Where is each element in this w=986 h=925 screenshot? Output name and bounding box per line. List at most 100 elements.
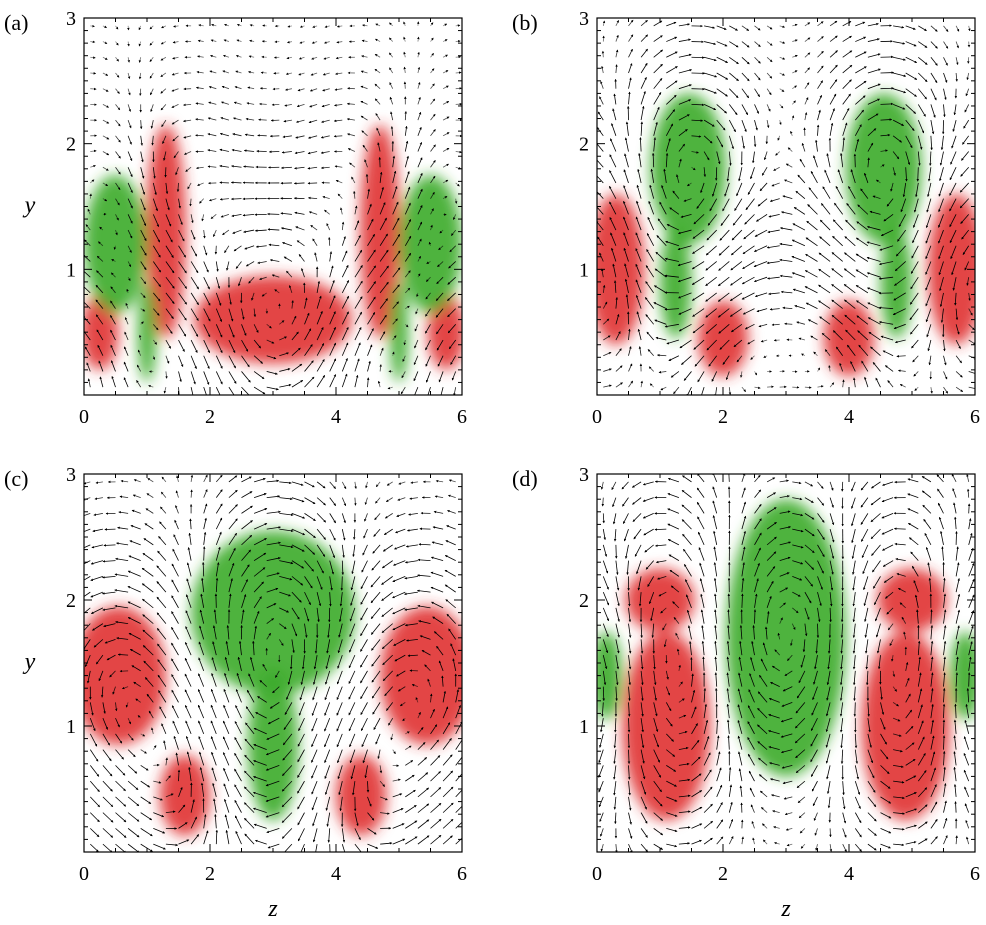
velocity-vector [267, 843, 280, 849]
velocity-vector [694, 355, 705, 367]
velocity-vector [201, 214, 205, 222]
velocity-vector [816, 623, 820, 639]
velocity-vector [953, 766, 957, 782]
velocity-vector [210, 39, 217, 42]
velocity-vector [377, 749, 381, 760]
velocity-vector [817, 513, 825, 523]
velocity-vector [635, 216, 642, 231]
velocity-vector [909, 308, 919, 321]
velocity-vector [754, 88, 760, 98]
velocity-vector [953, 783, 957, 797]
velocity-vector [783, 796, 793, 800]
velocity-vector [430, 803, 442, 813]
velocity-vector [286, 270, 293, 278]
velocity-vector [140, 796, 152, 805]
velocity-vector [215, 277, 221, 289]
velocity-vector [245, 117, 255, 121]
plot-area [597, 19, 975, 395]
velocity-vector [297, 796, 305, 810]
velocity-vector [389, 52, 394, 58]
velocity-vector [185, 720, 192, 735]
velocity-vector [314, 252, 318, 262]
velocity-vector [624, 137, 629, 152]
velocity-vector [329, 844, 331, 852]
velocity-vector [203, 387, 207, 395]
velocity-vector [717, 292, 730, 302]
velocity-vector [190, 245, 198, 257]
velocity-vector [943, 640, 947, 656]
velocity-vector [404, 140, 409, 152]
velocity-vector [228, 355, 236, 369]
velocity-vector [266, 827, 280, 834]
velocity-vector [236, 39, 242, 42]
velocity-vector [909, 292, 919, 305]
velocity-vector [930, 57, 938, 66]
velocity-vector [756, 214, 768, 222]
velocity-vector [610, 138, 617, 152]
velocity-vector [628, 812, 632, 825]
velocity-vector [124, 331, 129, 341]
velocity-vector [282, 135, 292, 139]
velocity-vector [845, 329, 856, 341]
velocity-vector [379, 171, 383, 183]
velocity-vector [92, 528, 103, 533]
velocity-vector [640, 48, 648, 58]
velocity-vector [624, 263, 629, 278]
velocity-vector [754, 371, 758, 376]
velocity-vector [623, 200, 629, 215]
velocity-vector [367, 249, 376, 262]
velocity-vector [354, 205, 358, 215]
velocity-vector [855, 80, 867, 90]
velocity-vector [613, 765, 617, 780]
velocity-vector [311, 702, 318, 716]
velocity-vector [396, 512, 406, 517]
velocity-vector [961, 151, 970, 161]
velocity-vector [602, 544, 608, 557]
velocity-vector [855, 253, 869, 262]
velocity-vector [728, 104, 738, 116]
velocity-vector [790, 130, 793, 136]
velocity-vector [881, 513, 894, 519]
velocity-vector [955, 386, 964, 392]
velocity-vector [417, 255, 421, 262]
velocity-vector [329, 265, 334, 278]
velocity-vector [442, 54, 448, 58]
velocity-vector [730, 245, 743, 256]
velocity-vector [839, 718, 844, 733]
velocity-vector [304, 528, 316, 539]
velocity-vector [215, 503, 223, 514]
velocity-vector [403, 66, 406, 74]
velocity-vector [741, 836, 744, 845]
velocity-vector [405, 774, 415, 782]
velocity-vector [713, 546, 718, 561]
velocity-vector [127, 601, 141, 609]
velocity-vector [796, 321, 806, 325]
positive-vorticity-region [697, 300, 749, 377]
velocity-vector [127, 796, 140, 807]
velocity-vector [683, 548, 692, 561]
velocity-vector [930, 801, 938, 813]
velocity-vector [354, 497, 357, 506]
velocity-vector [352, 544, 356, 557]
velocity-vector [754, 386, 761, 390]
velocity-vector [878, 261, 894, 266]
velocity-vector [784, 812, 793, 816]
velocity-vector [943, 355, 947, 366]
velocity-vector [148, 385, 154, 388]
velocity-vector [804, 270, 818, 278]
velocity-vector [266, 479, 280, 483]
velocity-vector [335, 179, 343, 184]
velocity-vector [450, 355, 457, 365]
velocity-vector [370, 607, 381, 619]
velocity-vector [241, 339, 249, 352]
velocity-vector [855, 51, 867, 58]
velocity-vector [417, 819, 430, 829]
velocity-vector [804, 52, 811, 58]
velocity-vector [905, 841, 917, 845]
velocity-vector [905, 151, 911, 165]
velocity-vector [127, 198, 133, 209]
velocity-vector [207, 117, 217, 121]
velocity-vector [444, 584, 456, 593]
velocity-vector [738, 167, 743, 182]
velocity-vector [943, 371, 948, 380]
